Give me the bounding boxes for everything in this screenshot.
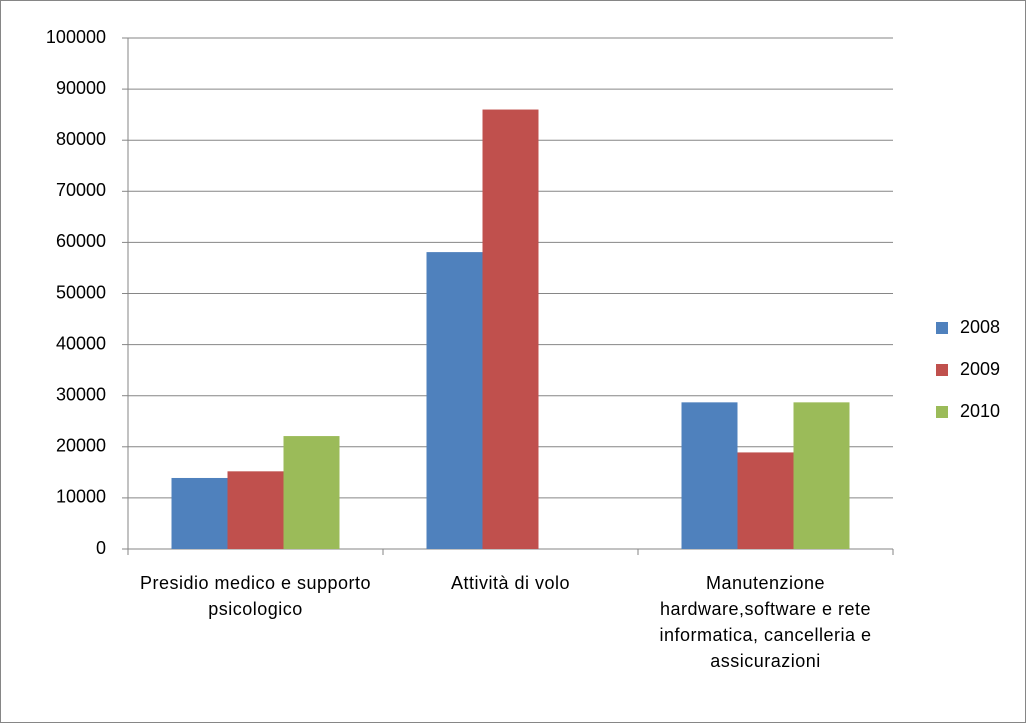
legend-swatch (936, 322, 948, 334)
bar (171, 477, 228, 549)
x-tick-label: Manutenzione hardware,software e rete in… (659, 573, 872, 671)
legend-swatch (936, 364, 948, 376)
y-tick-label: 60000 (56, 231, 106, 251)
legend-label: 2008 (960, 317, 1000, 337)
bar (227, 471, 284, 549)
bar (482, 109, 539, 549)
bar (426, 252, 483, 549)
x-tick-label: Presidio medico e supporto psicologico (139, 573, 372, 619)
bar (793, 402, 850, 549)
y-tick-label: 70000 (56, 180, 106, 200)
y-tick-label: 10000 (56, 487, 106, 507)
bar (681, 402, 738, 549)
y-tick-label: 0 (96, 538, 106, 558)
y-tick-label: 20000 (56, 436, 106, 456)
bar (283, 436, 340, 549)
y-tick-label: 40000 (56, 333, 106, 353)
x-tick-label: Attività di volo (450, 573, 571, 593)
y-tick-label: 30000 (56, 384, 106, 404)
y-tick-label: 90000 (56, 78, 106, 98)
y-tick-label: 80000 (56, 129, 106, 149)
y-tick-label: 100000 (46, 27, 106, 47)
y-tick-label: 50000 (56, 282, 106, 302)
legend-label: 2010 (960, 401, 1000, 421)
legend-label: 2009 (960, 359, 1000, 379)
bar (737, 452, 794, 549)
legend-swatch (936, 406, 948, 418)
